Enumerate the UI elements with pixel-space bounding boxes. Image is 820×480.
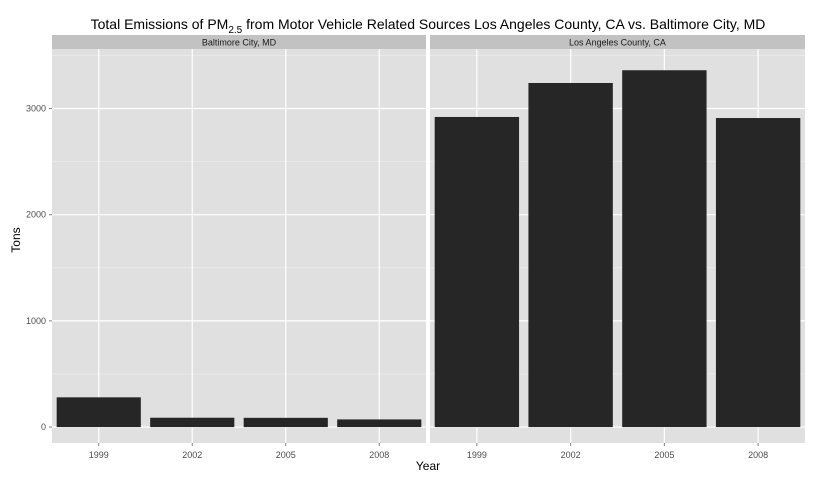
facet-label: Baltimore City, MD — [202, 38, 277, 48]
bar-2008 — [715, 118, 801, 428]
chart-title: Total Emissions of PM2.5 from Motor Vehi… — [91, 16, 766, 36]
bar-2002 — [528, 82, 613, 428]
x-axis-title: Year — [416, 459, 440, 473]
bar-2002 — [150, 417, 235, 428]
x-tick-label: 2005 — [654, 450, 674, 460]
bar-1999 — [56, 397, 141, 428]
facet-label: Los Angeles County, CA — [569, 38, 666, 48]
facet-strip — [430, 35, 805, 49]
y-tick-label: 1000 — [26, 316, 46, 326]
facet-layer: Baltimore City, MD Los Angeles County, CA — [52, 35, 805, 443]
x-axis: 1999 2002 2005 2008 1999 2002 2005 2008 — [89, 443, 768, 460]
bar-2005 — [622, 70, 707, 428]
y-tick-label: 2000 — [26, 210, 46, 220]
facet-panel-2: Los Angeles County, CA — [430, 35, 805, 443]
facet-strip — [52, 35, 426, 49]
x-tick-label: 1999 — [467, 450, 487, 460]
facet-panel-1: Baltimore City, MD — [52, 35, 426, 443]
bar-2008 — [337, 419, 422, 428]
x-tick-label: 2008 — [748, 450, 768, 460]
y-tick-label: 0 — [41, 422, 46, 432]
bar-1999 — [434, 116, 520, 428]
x-tick-label: 1999 — [89, 450, 109, 460]
x-tick-label: 2002 — [182, 450, 202, 460]
x-tick-label: 2008 — [369, 450, 389, 460]
x-tick-label: 2002 — [561, 450, 581, 460]
bar-2005 — [243, 417, 328, 428]
x-tick-label: 2005 — [276, 450, 296, 460]
y-axis-title: Tons — [9, 227, 23, 252]
y-tick-label: 3000 — [26, 103, 46, 113]
panel-background — [52, 49, 426, 443]
y-axis: 0 1000 2000 3000 — [26, 103, 52, 432]
